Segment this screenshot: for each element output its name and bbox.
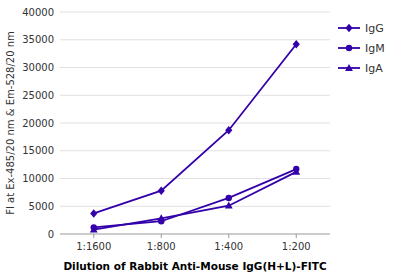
legend-label: IgG [365, 22, 384, 35]
legend-marker [345, 24, 352, 32]
x-tick-label: 1:200 [282, 241, 311, 252]
x-tick-label: 1:800 [147, 241, 176, 252]
y-tick-label: 35000 [22, 34, 54, 45]
legend-marker [345, 64, 353, 71]
grid-line [60, 67, 330, 68]
y-tick-label: 20000 [22, 118, 54, 129]
plot-area [90, 40, 300, 232]
series-line [94, 172, 297, 230]
point [158, 187, 165, 195]
y-tick-label: 0 [48, 229, 54, 240]
grid-line [60, 95, 330, 96]
series-line [94, 169, 297, 227]
point [90, 209, 97, 217]
y-axis-label: FI at Ex-485/20 nm & Em-528/20 nm [5, 31, 16, 215]
grid-line [60, 123, 330, 124]
y-tick-label: 10000 [22, 173, 54, 184]
grid-line [60, 150, 330, 151]
point [157, 214, 165, 221]
y-axis: 0 5000 10000 15000 20000 25000 30000 35000 40000 [22, 7, 330, 240]
x-tick [93, 234, 94, 238]
point [293, 40, 300, 48]
point [226, 195, 232, 201]
grid-line [60, 206, 330, 207]
x-tick-label: 1:1600 [76, 241, 111, 252]
grid-line [60, 178, 330, 179]
point [292, 168, 300, 175]
point [225, 126, 232, 134]
y-tick-label: 5000 [29, 201, 54, 212]
y-tick-label: 15000 [22, 145, 54, 156]
legend-marker [346, 45, 352, 51]
point [225, 202, 233, 209]
x-axis-label: Dilution of Rabbit Anti-Mouse IgG(H+L)-F… [63, 260, 327, 272]
point [90, 225, 98, 232]
x-tick [228, 234, 229, 238]
grid-line [60, 12, 330, 13]
y-tick-label: 30000 [22, 62, 54, 73]
x-tick-label: 1:400 [214, 241, 243, 252]
x-tick [296, 234, 297, 238]
grid-line [60, 234, 330, 235]
legend-label: IgA [365, 62, 383, 75]
y-tick-label: 25000 [22, 90, 54, 101]
y-tick-label: 40000 [22, 7, 54, 18]
grid-line [60, 39, 330, 40]
x-tick [161, 234, 162, 238]
legend: IgG IgM IgA [338, 22, 385, 75]
x-axis: 1:1600 1:800 1:400 1:200 [76, 234, 311, 252]
chart: 0 5000 10000 15000 20000 25000 30000 35000 40000… [0, 0, 400, 278]
legend-label: IgM [365, 42, 385, 55]
